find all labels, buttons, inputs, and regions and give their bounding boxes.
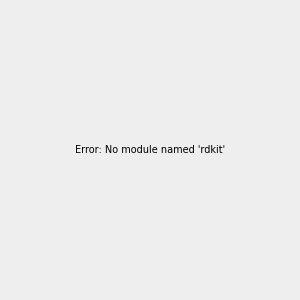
Text: Error: No module named 'rdkit': Error: No module named 'rdkit' bbox=[75, 145, 225, 155]
